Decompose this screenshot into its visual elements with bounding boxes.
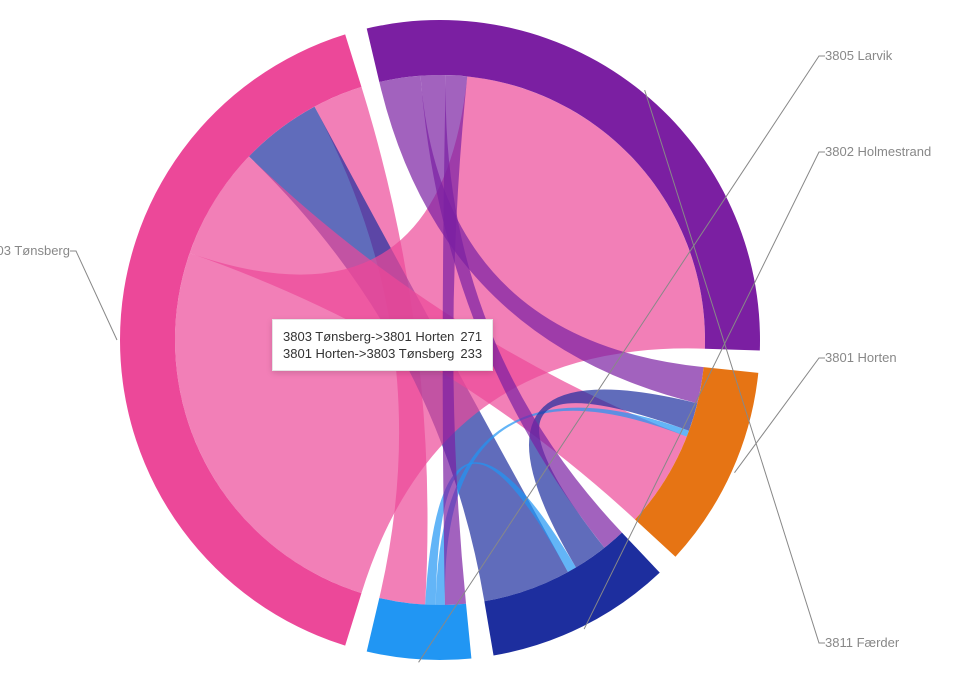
tooltip-row-label: 3801 Horten->3803 Tønsberg	[283, 345, 460, 362]
tooltip-row-label: 3803 Tønsberg->3801 Horten	[283, 328, 460, 345]
label-leader	[70, 251, 117, 340]
node-label: 3803 Tønsberg	[0, 243, 70, 258]
tooltip-row-value: 233	[460, 345, 482, 362]
node-label: 3801 Horten	[825, 350, 897, 365]
node-label: 3805 Larvik	[825, 48, 893, 63]
chord-arc[interactable]	[367, 598, 472, 660]
node-label: 3802 Holmestrand	[825, 144, 931, 159]
tooltip-row-value: 271	[460, 328, 482, 345]
node-label: 3811 Færder	[825, 635, 900, 650]
chord-tooltip: 3803 Tønsberg->3801 Horten 271 3801 Hort…	[272, 319, 493, 371]
